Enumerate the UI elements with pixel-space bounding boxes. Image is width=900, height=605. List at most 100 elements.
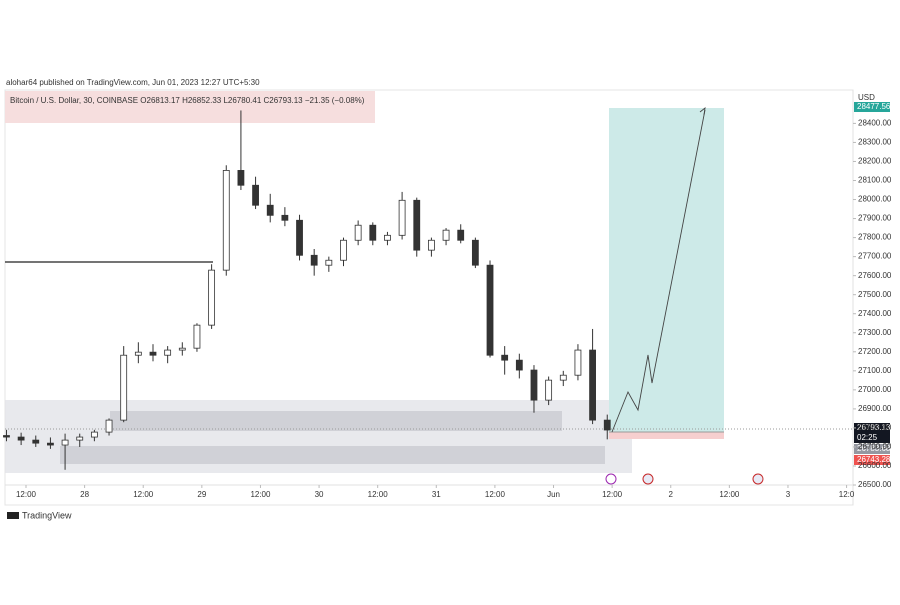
x-tick-label: 3 <box>786 490 791 499</box>
candle-body <box>222 170 230 271</box>
candle-body <box>76 436 84 441</box>
y-tick-label: 27800.00 <box>858 233 892 242</box>
legend-text: Bitcoin / U.S. Dollar, 30, COINBASE O268… <box>10 96 365 105</box>
price-label: 02:25 <box>857 433 878 442</box>
y-tick-label: 28000.00 <box>858 195 892 204</box>
candle-body <box>325 259 333 266</box>
candle-body <box>413 199 421 251</box>
candle-body <box>105 419 113 433</box>
candle-body <box>384 234 391 241</box>
y-tick-label: 27400.00 <box>858 309 892 318</box>
long-target-box <box>609 108 724 432</box>
price-label-bg <box>854 444 890 454</box>
candle-body <box>237 170 245 186</box>
candle-body <box>398 199 406 236</box>
x-tick-label: 12:00 <box>368 490 389 499</box>
y-tick-label: 28200.00 <box>858 157 892 166</box>
y-tick-label: 26600.00 <box>858 461 892 470</box>
zone-inner <box>110 411 562 431</box>
price-label-bg <box>854 433 890 443</box>
x-tick-label: 12:0 <box>839 490 855 499</box>
candle-body <box>17 436 25 441</box>
legend-box <box>5 91 375 123</box>
y-tick-label: 26500.00 <box>858 480 892 489</box>
candle-body <box>457 229 465 241</box>
price-label-bg <box>854 423 890 433</box>
y-tick-label: 26900.00 <box>858 404 892 413</box>
brand: TradingView <box>22 510 72 520</box>
y-tick-label: 26700.00 <box>858 442 892 451</box>
zone-inner <box>60 446 605 464</box>
y-tick-label: 27300.00 <box>858 328 892 337</box>
candle-body <box>471 239 479 266</box>
x-tick-label: 12:00 <box>602 490 623 499</box>
candle-body <box>603 419 611 431</box>
event-icon[interactable] <box>752 473 764 485</box>
candle-body <box>208 269 216 326</box>
candle-body <box>530 369 538 401</box>
candle-body <box>149 351 157 356</box>
y-tick-label: 27200.00 <box>858 347 892 356</box>
candle-body <box>589 349 596 421</box>
x-tick-label: 12:00 <box>719 490 740 499</box>
y-tick-label: 27700.00 <box>858 252 892 261</box>
y-tick-label: 27500.00 <box>858 290 892 299</box>
projection-path <box>611 109 706 433</box>
publisher-line: alohar64 published on TradingView.com, J… <box>6 78 260 87</box>
candle-body <box>442 229 450 241</box>
price-label: 26793.13 <box>857 423 891 432</box>
y-tick-label: 28300.00 <box>858 138 892 147</box>
y-tick-label: 27000.00 <box>858 385 892 394</box>
price-label-bg <box>854 102 890 112</box>
y-tick-label: 27100.00 <box>858 366 892 375</box>
candle-body <box>32 439 40 444</box>
price-label: 26743.28 <box>857 455 891 464</box>
y-tick-label: 26800.00 <box>858 423 892 432</box>
candle-body <box>90 431 98 438</box>
y-tick-label: 27900.00 <box>858 214 892 223</box>
x-tick-label: 12:00 <box>250 490 271 499</box>
x-tick-label: 2 <box>669 490 674 499</box>
candle-body <box>134 351 142 356</box>
x-tick-label: 12:00 <box>485 490 506 499</box>
x-tick-label: 28 <box>80 490 89 499</box>
candle-body <box>515 359 523 371</box>
candle-body <box>252 184 259 206</box>
currency: USD <box>858 93 875 102</box>
projection-arrow <box>699 106 706 116</box>
candle-body <box>281 214 289 221</box>
x-tick-label: 12:00 <box>16 490 37 499</box>
x-tick-label: 31 <box>432 490 441 499</box>
event-icon[interactable] <box>605 473 617 485</box>
candle-body <box>369 224 377 241</box>
candle-body <box>193 324 201 349</box>
x-tick-label: 29 <box>197 490 206 499</box>
tv-logo <box>7 512 19 519</box>
y-tick-label: 27600.00 <box>858 271 892 280</box>
candle-body <box>61 439 69 446</box>
candle-body <box>47 442 54 446</box>
candle-body <box>120 354 128 421</box>
x-tick-label: 12:00 <box>133 490 154 499</box>
candle-body <box>545 379 553 401</box>
candle-body <box>354 224 362 241</box>
candle-body <box>559 374 567 381</box>
candle-body <box>428 239 435 251</box>
candle-body <box>574 349 582 376</box>
candle-body <box>340 239 347 261</box>
candle-body <box>164 349 172 356</box>
long-stop-box <box>609 432 724 439</box>
x-tick-label: Jun <box>547 490 560 499</box>
candle-body <box>178 347 186 351</box>
candle-body <box>3 435 10 438</box>
price-label: 26783.68 <box>857 444 891 453</box>
event-icon[interactable] <box>642 473 654 485</box>
y-tick-label: 28100.00 <box>858 176 892 185</box>
price-label: 28477.56 <box>857 102 891 111</box>
price-label-bg <box>854 455 890 465</box>
y-tick-label: 28400.00 <box>858 119 892 128</box>
candle-body <box>486 264 494 356</box>
x-tick-label: 30 <box>315 490 324 499</box>
